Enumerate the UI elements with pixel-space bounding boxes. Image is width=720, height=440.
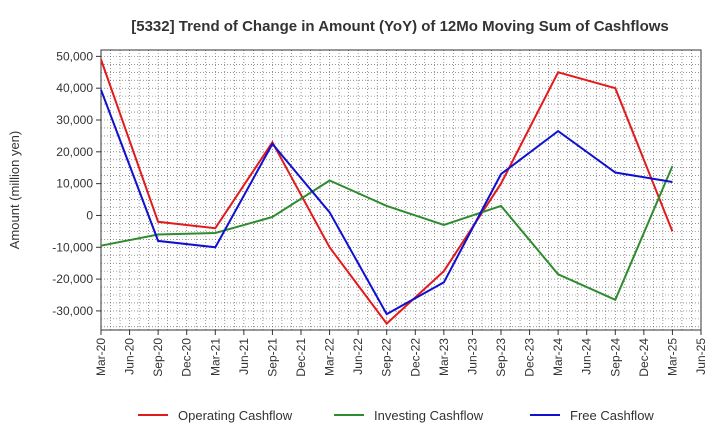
series-lines [100,59,674,326]
y-tick-label: 20,000 [56,145,93,159]
x-tick-label: Sep-22 [380,338,394,377]
x-tick-label: Mar-25 [665,338,679,376]
x-tick-label: Jun-25 [694,338,708,375]
x-tick-label: Mar-21 [208,338,222,376]
x-tick-label: Jun-22 [351,338,365,375]
plot-frame [100,49,702,331]
x-tick-label: Sep-21 [265,338,279,377]
y-tick-label: -20,000 [52,272,93,286]
x-tick-label: Mar-20 [94,338,108,376]
y-tick-label: 10,000 [56,177,93,191]
y-tick-label: 50,000 [56,49,93,63]
y-tick-label: 40,000 [56,81,93,95]
chart-title: [5332] Trend of Change in Amount (YoY) o… [131,18,669,35]
y-axis-ticks: 50,000 40,000 30,000 20,000 10,000 0 -10,000 -2… [52,49,101,318]
investing-cashflow-line [100,165,674,302]
x-tick-label: Mar-24 [551,338,565,376]
legend: Operating Cashflow Investing Cashflow Free… [138,408,654,423]
free-cashflow-line [100,89,673,316]
legend-label-operating-cashflow: Operating Cashflow [178,408,293,423]
x-tick-label: Sep-23 [494,338,508,377]
x-tick-label: Jun-21 [237,338,251,375]
x-tick-label: Dec-22 [408,338,422,377]
x-tick-label: Mar-23 [437,338,451,376]
legend-label-free-cashflow: Free Cashflow [570,408,654,423]
x-tick-label: Mar-22 [323,338,337,376]
x-tick-label: Dec-20 [180,338,194,377]
operating-cashflow-line [100,59,674,326]
y-tick-label: -10,000 [52,240,93,254]
x-tick-label: Dec-23 [523,338,537,377]
x-tick-label: Dec-21 [294,338,308,377]
x-tick-label: Sep-20 [151,338,165,377]
legend-label-investing-cashflow: Investing Cashflow [374,408,484,423]
y-tick-label: 30,000 [56,113,93,127]
y-axis-label: Amount (million yen) [7,131,22,250]
grid [101,50,701,330]
y-tick-label: 0 [86,208,93,222]
x-tick-label: Jun-23 [465,338,479,375]
y-tick-label: -30,000 [52,304,93,318]
x-tick-label: Sep-24 [608,338,622,377]
x-axis-ticks: Mar-20 Jun-20 Sep-20 Dec-20 Mar-21 Jun-21 Sep-… [94,330,708,377]
x-tick-label: Jun-24 [580,338,594,375]
x-tick-label: Dec-24 [637,338,651,377]
x-tick-label: Jun-20 [123,338,137,375]
